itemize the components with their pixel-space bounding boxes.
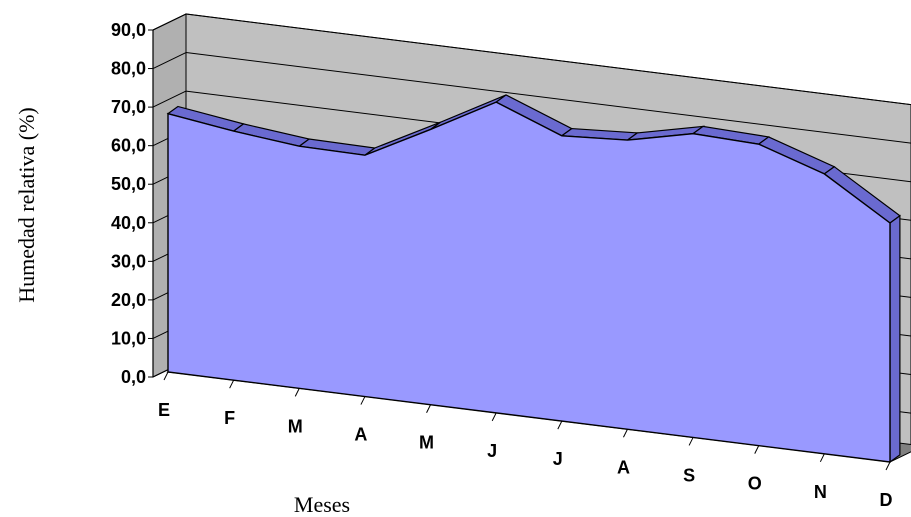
x-tick-label: A (354, 425, 367, 445)
x-tick-label: O (748, 474, 762, 494)
x-tick-mark (229, 379, 235, 389)
x-tick-label: M (288, 416, 303, 436)
gridline (185, 52, 911, 144)
y-tick-label: 20,0 (111, 290, 146, 310)
y-tick-label: 0,0 (121, 367, 146, 387)
x-tick-mark (557, 420, 563, 430)
y-tick-label: 60,0 (111, 136, 146, 156)
area-front-face (167, 101, 891, 463)
x-tick-label: J (487, 441, 497, 461)
x-tick-label: N (814, 482, 827, 502)
x-tick-label: D (880, 490, 893, 510)
x-tick-label: F (224, 408, 235, 428)
x-tick-mark (491, 412, 497, 422)
gridline (185, 13, 911, 106)
x-axis-label: Meses (294, 492, 350, 517)
y-tick-label: 90,0 (111, 20, 146, 40)
gridline-side (152, 13, 187, 31)
y-tick-label: 10,0 (111, 328, 146, 348)
area-end-face (889, 214, 901, 464)
y-tick-label: 40,0 (111, 213, 146, 233)
x-tick-mark (754, 445, 760, 454)
y-tick-label: 70,0 (111, 97, 146, 117)
x-tick-mark (688, 437, 694, 446)
x-tick-mark (623, 429, 628, 438)
x-tick-label: M (419, 433, 434, 453)
y-axis-label: Humedad relativa (%) (14, 107, 39, 302)
gridline-side (152, 90, 187, 108)
x-tick-mark (360, 396, 366, 405)
y-tick-label: 50,0 (111, 174, 146, 194)
data-series-area (166, 94, 901, 464)
x-tick-label: J (553, 449, 563, 469)
x-tick-mark (294, 388, 300, 397)
x-tick-mark (426, 404, 431, 413)
x-tick-labels: E F M A M J J A S O N D (158, 371, 893, 510)
y-tick-label: 80,0 (111, 59, 146, 79)
x-tick-label: S (683, 465, 695, 485)
y-tick-label: 30,0 (111, 251, 146, 271)
x-tick-mark (819, 453, 825, 463)
x-tick-mark (163, 371, 169, 381)
x-tick-label: A (617, 457, 630, 477)
gridline-side (152, 52, 187, 70)
y-tick-labels: 0,0 10,0 20,0 30,0 40,0 50,0 60,0 70,0 80,0 90,0 (111, 20, 146, 387)
x-tick-label: E (158, 400, 170, 420)
x-tick-mark (885, 461, 891, 471)
